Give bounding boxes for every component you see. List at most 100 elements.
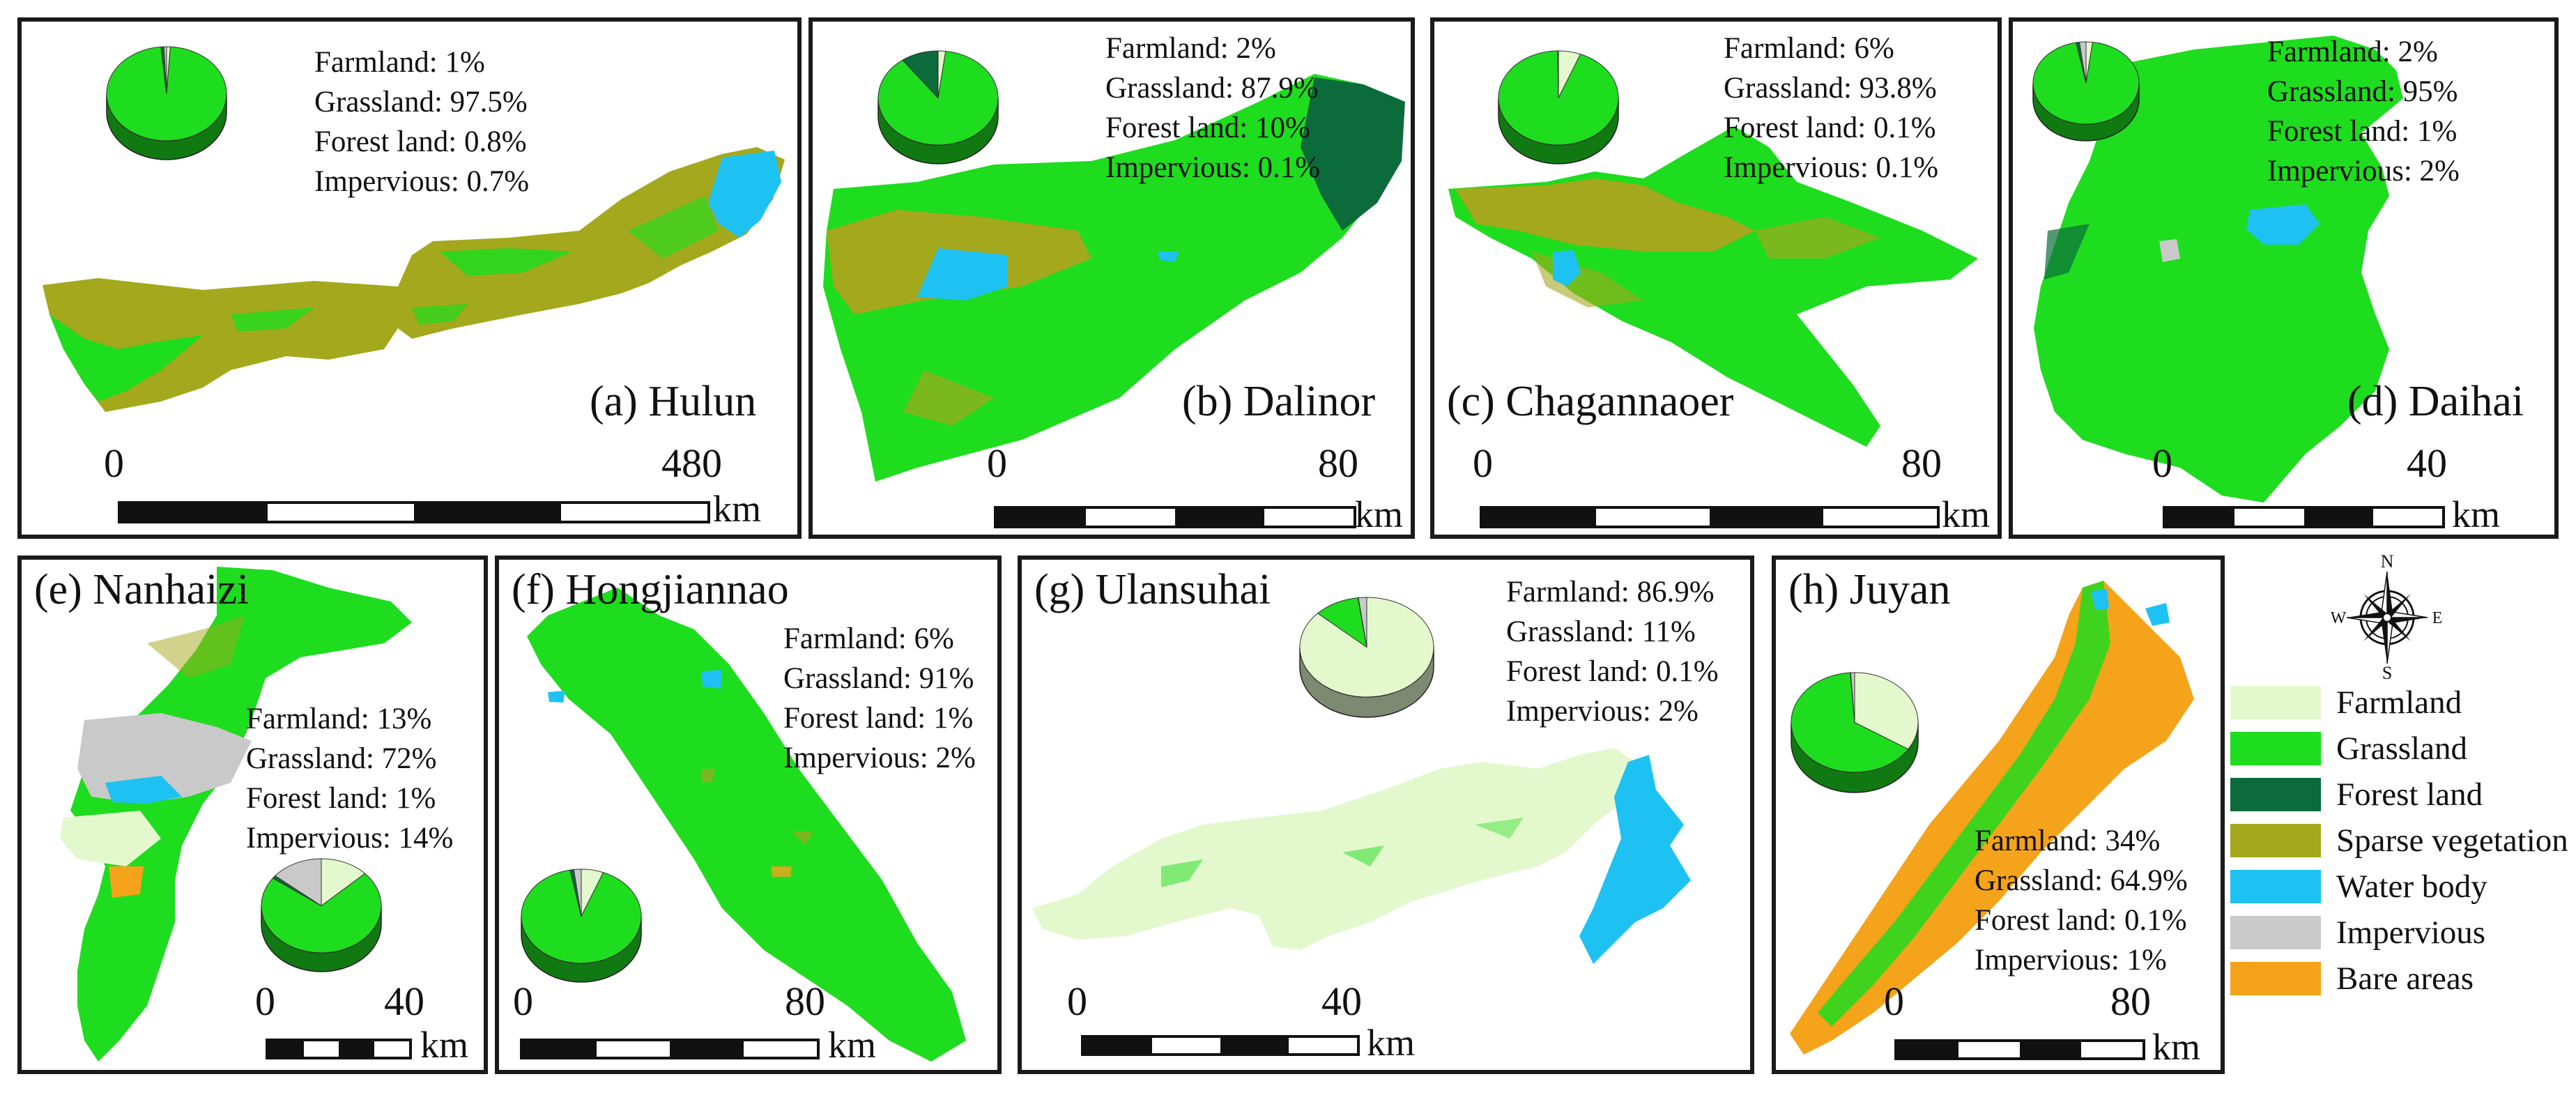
panel-juyan: (h) Juyan Farmland: 34% Grassland: 64.9%… bbox=[1772, 556, 2225, 1074]
legend-label: Forest land bbox=[2336, 776, 2483, 813]
panel-title: (c) Chagannaoer bbox=[1447, 378, 1734, 425]
scale-unit: km bbox=[1367, 1022, 1416, 1064]
legend-label: Farmland bbox=[2336, 684, 2462, 721]
stat-forest-land: Forest land: 0.8% bbox=[314, 125, 527, 158]
pie-chart-daihai bbox=[2032, 41, 2140, 141]
stat-grassland: Grassland: 11% bbox=[1506, 615, 1696, 648]
scale-start: 0 bbox=[987, 441, 1007, 486]
stats-hulun: Farmland: 1% Grassland: 97.5% Forest lan… bbox=[314, 43, 529, 201]
stat-impervious: Impervious: 2% bbox=[783, 742, 976, 774]
scale-start: 0 bbox=[1473, 441, 1493, 486]
panel-daihai: Farmland: 2% Grassland: 95% Forest land:… bbox=[2009, 17, 2559, 539]
panel-chagannaoer: Farmland: 6% Grassland: 93.8% Forest lan… bbox=[1430, 17, 2002, 539]
map-daihai bbox=[2034, 36, 2403, 503]
pie-slice-farmland bbox=[1299, 597, 1434, 698]
panel-hulun: Farmland: 1% Grassland: 97.5% Forest lan… bbox=[17, 17, 802, 539]
pie-slice-impervious bbox=[163, 46, 167, 94]
scale-bar bbox=[2163, 506, 2445, 528]
pie-slice-impervious bbox=[2078, 41, 2087, 84]
pie-chart-hulun bbox=[106, 46, 227, 160]
scale-bar bbox=[266, 1039, 412, 1059]
compass-east-label: E bbox=[2432, 609, 2443, 627]
scale-unit: km bbox=[2152, 1026, 2201, 1068]
scale-unit: km bbox=[1942, 493, 1991, 535]
scale-end: 40 bbox=[384, 979, 424, 1024]
stat-impervious: Impervious: 2% bbox=[1506, 695, 1699, 728]
pie-chart-ulansuhai bbox=[1299, 597, 1434, 718]
scale-start: 0 bbox=[2152, 441, 2172, 486]
stat-grassland: Grassland: 93.8% bbox=[1724, 72, 1937, 105]
stat-forest-land: Forest land: 1% bbox=[2267, 115, 2458, 148]
panel-title: (f) Hongjiannao bbox=[512, 566, 789, 613]
stat-farmland: Farmland: 2% bbox=[1105, 32, 1276, 65]
legend-swatch bbox=[2230, 778, 2321, 811]
scale-bar bbox=[1081, 1035, 1360, 1056]
compass-rose-icon: N S W E bbox=[2331, 551, 2443, 683]
stat-grassland: Grassland: 97.5% bbox=[314, 86, 528, 118]
panel-title: (e) Nanhaizi bbox=[34, 566, 250, 613]
stat-forest-land: Forest land: 0.1% bbox=[1975, 904, 2187, 937]
scale-unit: km bbox=[713, 488, 762, 530]
stat-impervious: Impervious: 0.1% bbox=[1105, 151, 1321, 184]
legend-item: Bare areas bbox=[2230, 956, 2474, 1002]
pie-chart-hongjiannao bbox=[521, 868, 642, 983]
legend-label: Water body bbox=[2336, 868, 2487, 905]
legend-item: Grassland bbox=[2230, 726, 2467, 772]
stat-grassland: Grassland: 91% bbox=[783, 662, 974, 695]
panel-title: (a) Hulun bbox=[590, 378, 757, 425]
scale-end: 40 bbox=[1321, 979, 1362, 1024]
legend-label: Bare areas bbox=[2336, 960, 2474, 997]
pie-slice-impervious bbox=[274, 858, 322, 907]
scale-bar bbox=[520, 1039, 820, 1059]
legend-item: Water body bbox=[2230, 864, 2487, 910]
stat-grassland: Grassland: 64.9% bbox=[1975, 864, 2188, 897]
panel-dalinor: Farmland: 2% Grassland: 87.9% Forest lan… bbox=[808, 17, 1415, 539]
stat-forest-land: Forest land: 1% bbox=[246, 782, 436, 815]
stats-hongjiannao: Farmland: 6% Grassland: 91% Forest land:… bbox=[783, 619, 976, 778]
stat-farmland: Farmland: 86.9% bbox=[1506, 576, 1715, 608]
map-chagannaoer bbox=[1448, 126, 1978, 447]
scale-unit: km bbox=[420, 1024, 469, 1066]
pie-chart-juyan bbox=[1791, 672, 1919, 793]
stats-chagannaoer: Farmland: 6% Grassland: 93.8% Forest lan… bbox=[1724, 29, 1938, 187]
scale-end: 80 bbox=[785, 979, 825, 1024]
scale-start: 0 bbox=[1067, 979, 1087, 1024]
stat-impervious: Impervious: 1% bbox=[1975, 944, 2167, 977]
stat-farmland: Farmland: 6% bbox=[1724, 32, 1894, 65]
stats-dalinor: Farmland: 2% Grassland: 87.9% Forest lan… bbox=[1105, 29, 1320, 187]
scale-end: 40 bbox=[2407, 441, 2447, 486]
legend-item: Farmland bbox=[2230, 680, 2462, 726]
stat-farmland: Farmland: 1% bbox=[314, 46, 485, 79]
panel-title: (d) Daihai bbox=[2347, 378, 2524, 425]
panel-nanhaizi: (e) Nanhaizi Farmland: 13% Grassland: 72… bbox=[17, 556, 488, 1074]
stat-farmland: Farmland: 13% bbox=[246, 703, 432, 735]
pie-slice-grassland bbox=[1498, 50, 1619, 146]
legend-item: Sparse vegetation bbox=[2230, 818, 2568, 864]
stat-impervious: Impervious: 0.1% bbox=[1724, 151, 1939, 184]
scale-bar bbox=[118, 501, 710, 523]
pie-slice-grassland bbox=[1791, 672, 1909, 773]
pie-slice-impervious bbox=[1850, 672, 1855, 723]
stats-ulansuhai: Farmland: 86.9% Grassland: 11% Forest la… bbox=[1506, 572, 1719, 731]
stat-farmland: Farmland: 2% bbox=[2267, 36, 2438, 68]
pie-slice-grassland bbox=[261, 873, 382, 954]
pie-slice-impervious bbox=[573, 868, 582, 917]
stat-grassland: Grassland: 87.9% bbox=[1105, 72, 1319, 105]
compass-west-label: W bbox=[2331, 609, 2347, 627]
map-hulun bbox=[43, 147, 785, 412]
scale-unit: km bbox=[2452, 493, 2501, 535]
scale-start: 0 bbox=[104, 441, 124, 486]
stat-impervious: Impervious: 14% bbox=[246, 822, 454, 855]
pie-chart-chagannaoer bbox=[1498, 50, 1619, 164]
scale-bar bbox=[1894, 1039, 2145, 1060]
panel-title: (h) Juyan bbox=[1788, 566, 1951, 613]
scale-end: 80 bbox=[1901, 441, 1942, 486]
legend-swatch bbox=[2230, 686, 2321, 719]
pie-slice-grassland bbox=[106, 46, 227, 141]
pie-slice-farmland bbox=[321, 858, 366, 907]
pie-slice-grassland bbox=[2032, 41, 2140, 125]
legend-label: Impervious bbox=[2336, 914, 2486, 951]
map-nanhaizi bbox=[60, 567, 412, 1062]
scale-end: 480 bbox=[661, 441, 722, 486]
stats-daihai: Farmland: 2% Grassland: 95% Forest land:… bbox=[2267, 32, 2460, 191]
